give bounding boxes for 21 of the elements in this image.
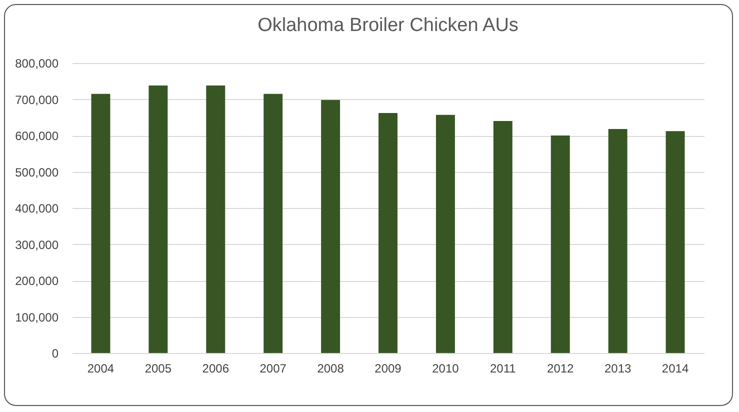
x-tick-label: 2009 (374, 362, 402, 376)
x-tick-label: 2014 (662, 362, 689, 376)
x-tick-label: 2011 (490, 362, 516, 376)
y-tick-label: 700,000 (15, 92, 59, 107)
y-tick-label: 800,000 (15, 56, 59, 70)
y-tick-label: 400,000 (15, 202, 59, 216)
x-tick-label: 2004 (87, 362, 114, 376)
x-tick-label: 2013 (604, 362, 632, 376)
x-tick-label: 2012 (547, 362, 574, 376)
x-tick-label: 2007 (260, 362, 287, 376)
y-tick-label: 200,000 (15, 274, 59, 288)
y-tick-label: 500,000 (15, 165, 59, 180)
y-tick-label: 0 (52, 346, 59, 360)
x-tick-label: 2008 (317, 362, 344, 376)
y-tick-label: 100,000 (15, 310, 59, 324)
x-tick-label: 2006 (202, 362, 230, 376)
y-tick-label: 600,000 (15, 129, 59, 143)
y-tick-label: 300,000 (15, 238, 59, 252)
x-tick-label: 2010 (432, 362, 460, 376)
chart-title: Oklahoma Broiler Chicken AUs (258, 15, 518, 36)
x-tick-label: 2005 (144, 362, 172, 376)
